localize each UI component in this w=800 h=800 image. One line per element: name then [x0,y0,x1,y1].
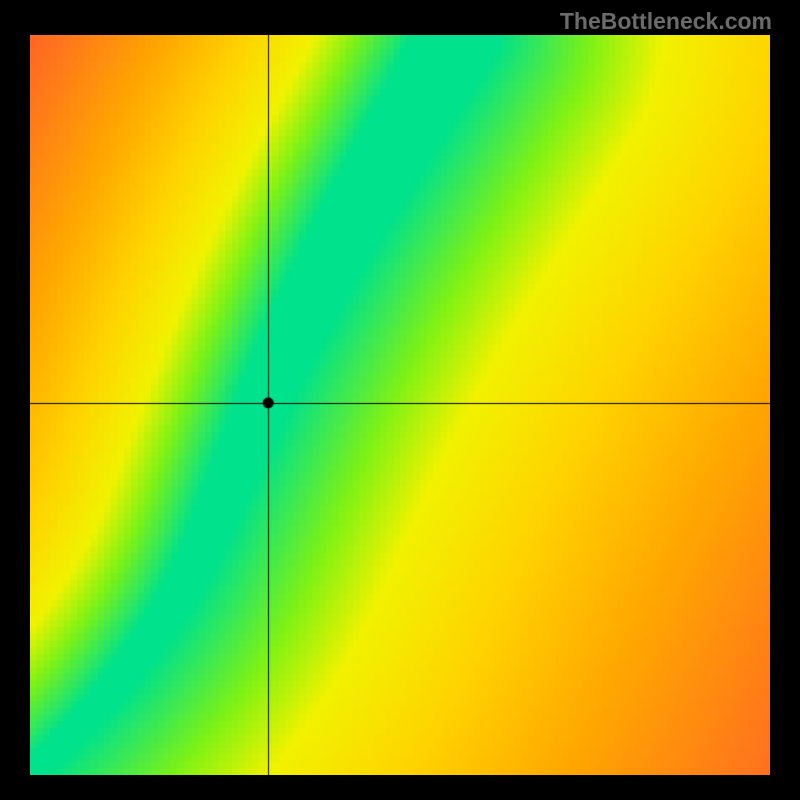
watermark-text: TheBottleneck.com [560,8,772,35]
chart-container: TheBottleneck.com [0,0,800,800]
crosshair-overlay [30,35,770,775]
